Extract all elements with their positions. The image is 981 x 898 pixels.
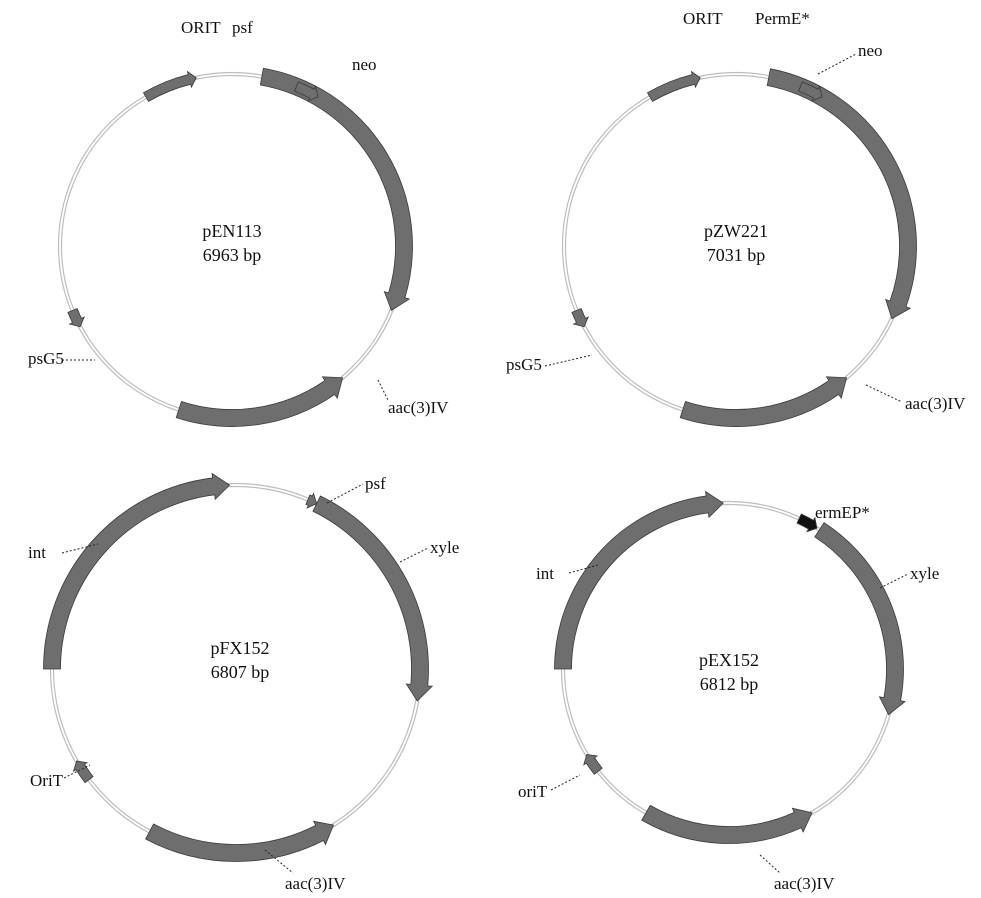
feature-arrow-aac-3-iv bbox=[175, 376, 344, 427]
feature-arrow-orit bbox=[72, 760, 94, 784]
plasmid-size: 6812 bp bbox=[700, 674, 759, 694]
plasmid-size: 6963 bp bbox=[203, 245, 262, 265]
leader-line-xyle bbox=[399, 547, 429, 563]
feature-arrow-psf bbox=[305, 492, 318, 509]
feature-label-psf: psf bbox=[232, 18, 253, 37]
leader-line-neo bbox=[817, 53, 857, 75]
feature-arrow-perme bbox=[646, 70, 701, 102]
feature-arrow-psf bbox=[142, 70, 197, 102]
leader-line-int bbox=[568, 564, 599, 574]
feature-label-orit: ORIT bbox=[683, 9, 723, 28]
feature-label-aac-3-iv: aac(3)IV bbox=[388, 398, 449, 417]
feature-arrow-int bbox=[43, 472, 231, 670]
plasmid-map-pen113: neo aac(3)IV ORIT psf psG5 pEN113 6963 bp bbox=[28, 18, 449, 427]
feature-label-orit: oriT bbox=[518, 782, 548, 801]
leader-line-orit bbox=[63, 764, 91, 779]
leader-line-orit bbox=[550, 774, 581, 791]
feature-arrow-neo bbox=[259, 67, 413, 312]
leader-line-psf bbox=[326, 483, 364, 504]
plasmid-name: pEN113 bbox=[202, 221, 261, 241]
feature-label-neo: neo bbox=[858, 41, 883, 60]
feature-label-psf: psf bbox=[365, 474, 386, 493]
feature-arrow-psg5 bbox=[571, 308, 589, 328]
feature-arrow-xyle bbox=[814, 522, 906, 716]
feature-label-psg5: psG5 bbox=[506, 355, 542, 374]
feature-label-int: int bbox=[28, 543, 46, 562]
plasmid-size: 7031 bp bbox=[707, 245, 766, 265]
plasmid-name: pEX152 bbox=[699, 650, 759, 670]
feature-label-int: int bbox=[536, 564, 554, 583]
plasmid-map-pzw221: neo aac(3)IV ORIT PermE* psG5 pZW221 7031 bp bbox=[506, 9, 966, 427]
feature-arrow-int bbox=[554, 490, 724, 670]
feature-label-orit: OriT bbox=[30, 771, 64, 790]
feature-arrow-xyle bbox=[312, 495, 434, 702]
feature-arrow-neo bbox=[766, 68, 917, 320]
plasmid-size: 6807 bp bbox=[211, 662, 270, 682]
leader-line-aac-3-iv bbox=[865, 384, 903, 403]
plasmid-name: pZW221 bbox=[704, 221, 768, 241]
feature-arrow-aac-3-iv bbox=[679, 376, 848, 427]
feature-label-aac-3-iv: aac(3)IV bbox=[285, 874, 346, 893]
feature-arrow-orit bbox=[294, 81, 319, 102]
feature-arrow-orit bbox=[583, 754, 603, 775]
feature-arrow-ermep bbox=[796, 513, 818, 533]
feature-arrow-orit bbox=[798, 81, 823, 102]
feature-label-neo: neo bbox=[352, 55, 377, 74]
leader-line-aac-3-iv bbox=[377, 379, 389, 401]
feature-label-xyle: xyle bbox=[910, 564, 939, 583]
feature-arrow-aac-3-iv bbox=[145, 820, 335, 862]
leader-line-xyle bbox=[879, 573, 909, 589]
feature-arrow-psg5 bbox=[67, 308, 85, 328]
leader-line-psg5 bbox=[544, 354, 593, 367]
feature-label-orit: ORIT bbox=[181, 18, 221, 37]
feature-label-xyle: xyle bbox=[430, 538, 459, 557]
feature-label-aac-3-iv: aac(3)IV bbox=[905, 394, 966, 413]
feature-arrow-aac-3-iv bbox=[641, 804, 813, 844]
feature-label-ermep: ermEP* bbox=[815, 503, 870, 522]
leader-line-aac-3-iv bbox=[759, 854, 781, 874]
feature-label-aac-3-iv: aac(3)IV bbox=[774, 874, 835, 893]
feature-label-psg5: psG5 bbox=[28, 349, 64, 368]
plasmid-map-pfx152: int xyle aac(3)IV psf OriT pFX152 6807 bp bbox=[28, 472, 459, 893]
feature-label-perme: PermE* bbox=[755, 9, 810, 28]
plasmid-map-pex152: int xyle aac(3)IV ermEP* oriT pEX152 6812 bp bbox=[518, 490, 939, 893]
plasmid-name: pFX152 bbox=[210, 638, 269, 658]
